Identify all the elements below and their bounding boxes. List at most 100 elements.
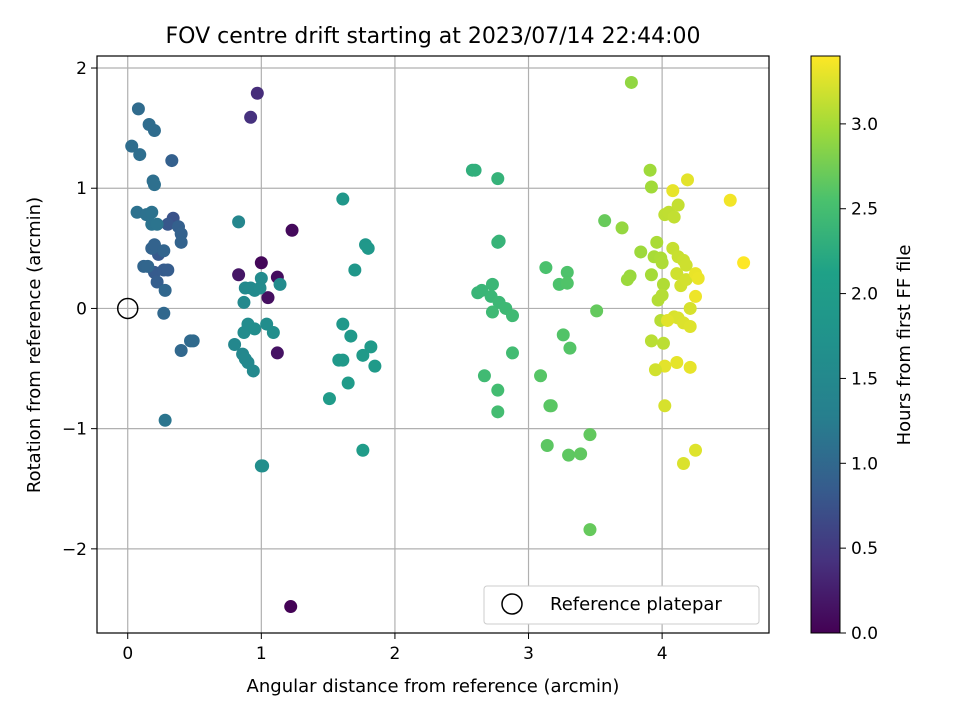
- data-point: [574, 447, 588, 461]
- colorbar-gradient: [810, 55, 841, 634]
- data-point: [598, 214, 612, 228]
- y-tick-label: −2: [62, 540, 87, 560]
- data-point: [232, 268, 246, 282]
- data-point: [336, 353, 350, 367]
- data-point: [656, 277, 670, 291]
- data-point: [583, 523, 597, 537]
- data-point: [689, 443, 703, 457]
- data-point: [322, 392, 336, 406]
- data-point: [150, 275, 164, 289]
- data-point: [344, 329, 358, 343]
- data-point: [590, 304, 604, 318]
- data-point: [477, 369, 491, 383]
- x-tick-label: 4: [657, 644, 668, 664]
- data-point: [341, 376, 355, 390]
- data-point: [679, 258, 693, 272]
- reference-marker-group: [116, 297, 139, 320]
- y-tick-label: 2: [76, 59, 87, 79]
- data-point: [186, 334, 200, 348]
- data-point: [157, 244, 171, 258]
- plot-frame: [96, 55, 770, 634]
- data-point: [284, 600, 298, 614]
- data-point: [644, 334, 658, 348]
- data-point: [492, 234, 506, 248]
- colorbar-tick-label: 0.0: [851, 624, 878, 644]
- data-point: [141, 259, 155, 273]
- data-point: [165, 154, 179, 168]
- data-point: [336, 317, 350, 331]
- data-point: [683, 319, 697, 333]
- data-point: [644, 180, 658, 194]
- data-point: [560, 276, 574, 290]
- plot-background: [97, 56, 769, 633]
- data-point: [505, 346, 519, 360]
- data-point: [475, 283, 489, 297]
- data-point: [666, 184, 680, 198]
- data-point: [468, 163, 482, 177]
- data-point: [656, 336, 670, 350]
- data-point: [540, 438, 554, 452]
- data-point: [491, 405, 505, 419]
- data-point: [691, 271, 705, 285]
- x-tick-label: 0: [122, 644, 133, 664]
- data-point: [539, 261, 553, 275]
- chart-title: FOV centre drift starting at 2023/07/14 …: [166, 24, 701, 49]
- legend-box: [483, 585, 760, 625]
- plot-area: 0 1 2 3 4 −2 −1 0 1 2: [62, 55, 770, 664]
- data-point: [689, 289, 703, 303]
- data-point: [583, 428, 597, 442]
- data-point: [648, 363, 662, 377]
- data-point: [491, 383, 505, 397]
- data-point: [368, 359, 382, 373]
- data-point: [256, 459, 270, 473]
- x-tick-label: 3: [523, 644, 534, 664]
- data-point: [232, 215, 246, 229]
- data-point: [556, 328, 570, 342]
- data-point: [254, 256, 268, 270]
- legend: Reference platepar: [483, 585, 760, 625]
- data-point: [147, 238, 161, 252]
- data-point: [563, 341, 577, 355]
- data-point: [683, 301, 697, 315]
- data-point: [174, 344, 188, 358]
- data-point: [670, 267, 684, 281]
- x-tick-label: 2: [390, 644, 401, 664]
- x-tick-label: 1: [256, 644, 267, 664]
- data-points: [125, 75, 751, 614]
- colorbar-ticks: 0.0 0.5 1.0 1.5 2.0 2.5 3.0: [840, 115, 878, 644]
- colorbar-tick-label: 2.0: [851, 285, 878, 305]
- data-point: [253, 281, 267, 295]
- data-point: [650, 235, 664, 249]
- data-point: [544, 399, 558, 413]
- data-point: [250, 86, 264, 100]
- data-point: [681, 173, 695, 187]
- data-point: [485, 277, 499, 291]
- reference-point-marker: [116, 297, 139, 320]
- grid: [97, 56, 769, 633]
- data-point: [147, 178, 161, 192]
- data-point: [655, 256, 669, 270]
- data-point: [562, 448, 576, 462]
- data-point: [660, 313, 674, 327]
- data-point: [254, 271, 268, 285]
- data-point: [676, 457, 690, 471]
- data-point: [133, 148, 147, 162]
- colorbar: 0.0 0.5 1.0 1.5 2.0 2.5 3.0 Hours from first F…: [810, 55, 915, 644]
- data-point: [683, 360, 697, 374]
- data-point: [145, 205, 159, 219]
- data-point: [667, 210, 681, 224]
- data-point: [270, 346, 284, 360]
- data-point: [158, 413, 172, 427]
- colorbar-tick-label: 3.0: [851, 115, 878, 135]
- data-point: [679, 273, 693, 287]
- colorbar-tick-label: 2.5: [851, 200, 878, 220]
- data-point: [147, 124, 161, 138]
- data-point: [348, 263, 362, 277]
- data-point: [261, 291, 275, 305]
- data-point: [737, 256, 751, 270]
- data-point: [624, 75, 638, 89]
- data-point: [158, 283, 172, 297]
- data-point: [150, 217, 164, 231]
- legend-entry-reference: Reference platepar: [550, 594, 722, 615]
